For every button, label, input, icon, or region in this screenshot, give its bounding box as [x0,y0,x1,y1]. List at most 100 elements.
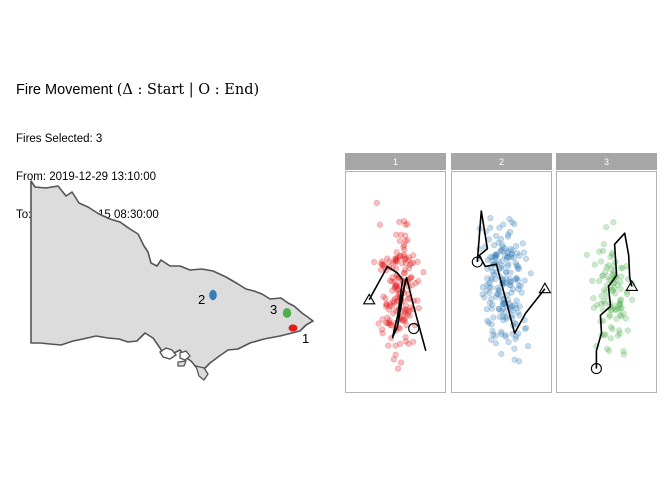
scatter-point [509,286,516,293]
scatter-point [486,299,493,307]
scatter-point [488,321,495,328]
scatter-point [391,284,398,291]
fire-path-line-2 [476,210,546,334]
scatter-point [499,301,507,308]
scatter-point [399,317,407,324]
scatter-point [405,340,412,347]
scatter-point [379,258,386,265]
scatter-point [396,218,403,225]
facet-strip-2 [451,153,552,170]
scatter-point [500,313,507,320]
map-marker-label-fire-1: 1 [302,331,309,346]
scatter-point [396,237,403,244]
scatter-point [606,277,613,284]
scatter-point [402,302,409,309]
scatter-point [489,268,496,275]
scatter-point [386,317,393,324]
fires-selected-row: Fires Selected: 3 [16,133,159,146]
scatter-point [396,253,404,260]
scatter-point [498,308,505,315]
scatter-point [516,312,523,319]
scatter-point [604,345,611,352]
scatter-point [385,342,392,349]
scatter-point [501,252,509,259]
scatter-point [516,358,523,365]
scatter-point [398,359,405,366]
scatter-point [518,289,525,296]
scatter-point [497,248,504,255]
scatter-point [498,248,505,255]
scatter-point [603,264,610,271]
scatter-point [623,291,630,298]
scatter-point [487,215,494,222]
scatter-point [404,220,411,228]
scatter-point [524,343,532,350]
scatter-point [410,252,417,259]
scatter-point [401,218,408,225]
scatter-point [496,224,503,231]
scatter-point [400,312,407,319]
scatter-point [606,313,613,320]
scatter-point [498,330,505,338]
scatter-point [503,268,510,275]
scatter-point [488,274,495,281]
scatter-point [406,261,413,268]
scatter-point [488,336,495,343]
scatter-point [590,295,597,302]
scatter-point [402,266,409,273]
scatter-point [379,261,386,268]
scatter-point [498,246,505,253]
scatter-point [618,304,625,311]
scatter-point [502,332,509,339]
scatter-point [405,265,413,272]
scatter-point [494,284,501,291]
scatter-point [505,262,512,270]
facet-panels: 1 2 3 [345,153,657,393]
scatter-point [611,285,618,292]
scatter-point [390,356,397,363]
scatter-point [491,271,498,278]
scatter-point [400,251,407,258]
scatter-point [617,285,624,292]
map-markers: 1 2 3 [198,289,309,346]
scatter-point [624,327,631,334]
scatter-point [400,269,407,276]
map-marker-fire-1 [288,324,298,332]
scatter-point [391,295,399,302]
scatter-point [511,356,518,363]
facet-strip-3 [556,153,657,170]
scatter-point [617,279,624,286]
scatter-point [516,252,523,259]
scatter-point [385,306,392,313]
scatter-point [381,261,388,268]
scatter-point [493,232,500,240]
scatter-point [384,314,391,321]
scatter-point [504,249,511,256]
scatter-point [599,272,606,279]
scatter-point [392,255,399,262]
scatter-point [513,243,520,250]
scatter-point [486,289,493,296]
fires-selected-value: 3 [95,133,103,146]
scatter-point [620,310,627,317]
scatter-point [380,293,387,300]
scatter-point [508,289,515,296]
end-marker-circle-2 [471,256,483,268]
scatter-point [505,231,512,238]
scatter-point [383,303,390,310]
scatter-point [619,265,626,272]
scatter-point [391,278,398,285]
scatter-point [596,248,603,255]
scatter-point [511,345,518,352]
scatter-point [405,309,412,316]
facet-strip-1 [345,153,446,170]
scatter-point [513,275,520,282]
scatter-point [414,297,421,304]
scatter-point [379,262,386,269]
scatter-point [493,252,500,259]
scatter-point [512,260,519,267]
scatter-point [514,250,521,257]
scatter-point [519,240,526,247]
scatter-point [499,244,506,251]
scatter-point [496,313,503,320]
